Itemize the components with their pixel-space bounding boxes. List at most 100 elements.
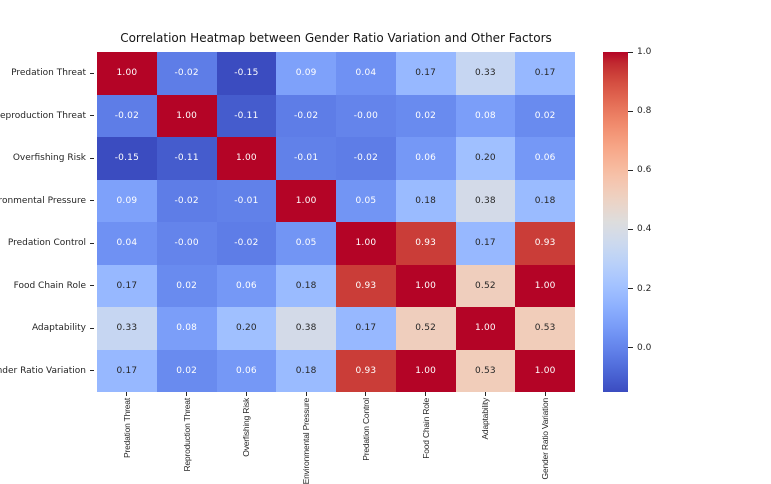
x-tick	[245, 392, 247, 396]
colorbar-tick	[628, 347, 633, 349]
heatmap-cell: 1.00	[336, 222, 396, 265]
heatmap-cell: 0.18	[515, 179, 575, 222]
heatmap-cell: 0.06	[515, 137, 575, 180]
colorbar-tick-label: 0.6	[637, 165, 652, 176]
y-axis-label: Predation Threat	[11, 68, 86, 78]
heatmap-cell: 0.33	[97, 307, 157, 350]
heatmap-cell: 0.93	[336, 264, 396, 307]
heatmap-cell: 0.02	[156, 349, 217, 392]
y-tick	[90, 115, 94, 117]
heatmap-cell: 1.00	[97, 52, 157, 95]
heatmap-cell: 0.17	[97, 264, 157, 307]
heatmap-cell: -0.02	[216, 222, 277, 265]
x-axis-label: Reproduction Threat	[181, 398, 192, 472]
heatmap-cell: 0.18	[276, 349, 336, 392]
heatmap-cell: 0.17	[336, 307, 396, 350]
heatmap-cell: 0.52	[455, 264, 516, 307]
colorbar-tick	[628, 288, 633, 290]
x-tick	[305, 392, 307, 396]
heatmap-cell: 0.38	[455, 179, 516, 222]
colorbar-tick	[628, 110, 633, 112]
heatmap-cell: 0.02	[515, 94, 575, 137]
y-axis-label: Environmental Pressure	[0, 195, 86, 206]
colorbar-tick	[628, 51, 633, 53]
heatmap-cell: 0.52	[395, 307, 456, 350]
heatmap-cell: 0.53	[455, 349, 516, 392]
y-axis-label: Overfishing Risk	[12, 153, 86, 163]
heatmap-cell: -0.02	[156, 179, 217, 222]
heatmap-cell: 0.18	[276, 264, 336, 307]
heatmap-cell: 1.00	[515, 264, 575, 307]
heatmap-cell: 1.00	[515, 349, 575, 392]
heatmap-cell: 0.93	[515, 222, 575, 265]
heatmap-cell: -0.02	[276, 94, 336, 137]
y-tick	[90, 200, 94, 202]
colorbar-tick-label: 1.0	[637, 47, 652, 57]
colorbar-tick	[628, 169, 633, 171]
heatmap-cell: 0.08	[455, 94, 516, 137]
heatmap-cell: 0.06	[395, 137, 456, 180]
heatmap-cell: -0.00	[336, 94, 396, 137]
colorbar	[603, 52, 628, 392]
heatmap-cell: 0.18	[395, 179, 456, 222]
heatmap-cell: 0.02	[156, 264, 217, 307]
heatmap-cell: 0.09	[276, 52, 336, 95]
y-tick	[90, 285, 94, 287]
heatmap-cell: 1.00	[216, 137, 277, 180]
x-axis-label: Environmental Pressure	[301, 398, 312, 484]
x-axis-label: Overfishing Risk	[241, 398, 252, 457]
heatmap-cell: 0.17	[395, 52, 456, 95]
heatmap-cell: 0.04	[336, 52, 396, 95]
correlation-heatmap-figure: Correlation Heatmap between Gender Ratio…	[0, 31, 652, 484]
y-axis-label: Food Chain Role	[13, 280, 86, 291]
y-tick	[90, 157, 94, 159]
heatmap-cell: -0.11	[156, 137, 217, 180]
y-axis-label: Predation Control	[7, 238, 86, 248]
x-tick	[425, 392, 427, 396]
x-axis-label: Predation Threat	[121, 398, 132, 458]
heatmap-cell: 0.17	[97, 349, 157, 392]
heatmap-cell: 0.17	[515, 52, 575, 95]
heatmap-cell: 1.00	[395, 349, 456, 392]
colorbar-tick-label: 0.2	[637, 283, 652, 294]
heatmap-cell: 0.05	[336, 179, 396, 222]
heatmap-cell: -0.01	[216, 179, 277, 222]
heatmap-cell: 0.38	[276, 307, 336, 350]
heatmap-cell: -0.11	[216, 94, 277, 137]
y-tick	[90, 72, 94, 74]
heatmap-cell: 0.02	[395, 94, 456, 137]
heatmap-cell: 0.08	[156, 307, 217, 350]
heatmap-cell: 0.06	[216, 264, 277, 307]
colorbar-tick-label: 0.0	[637, 342, 652, 353]
heatmap-cell: 1.00	[455, 307, 516, 350]
x-axis-label: Food Chain Role	[420, 398, 431, 459]
heatmap-cell: 0.04	[97, 222, 157, 265]
y-axis-label: Gender Ratio Variation	[0, 365, 86, 376]
y-axis-label: Reproduction Threat	[0, 110, 86, 121]
x-axis-label: Predation Control	[360, 398, 371, 461]
heatmap-cell: 0.33	[455, 52, 516, 95]
x-axis-label: Adaptability	[480, 398, 491, 440]
heatmap-cell: -0.02	[336, 137, 396, 180]
heatmap-cell: 0.05	[276, 222, 336, 265]
colorbar-tick-label: 0.4	[637, 224, 652, 235]
x-tick	[365, 392, 367, 396]
heatmap-cell: 0.17	[455, 222, 516, 265]
x-axis-label: Gender Ratio Variation	[540, 398, 551, 480]
heatmap-cell: 0.20	[216, 307, 277, 350]
x-tick	[544, 392, 546, 396]
chart-title: Correlation Heatmap between Gender Ratio…	[120, 31, 552, 45]
heatmap-cell: 0.20	[455, 137, 516, 180]
heatmap-cell: 0.09	[97, 179, 157, 222]
x-tick	[484, 392, 486, 396]
heatmap-cell: -0.00	[156, 222, 217, 265]
heatmap-cell: 1.00	[395, 264, 456, 307]
heatmap-cell: -0.15	[97, 137, 157, 180]
colorbar-tick	[628, 228, 633, 230]
heatmap-cell: 0.93	[395, 222, 456, 265]
heatmap-cell: -0.01	[276, 137, 336, 180]
heatmap-cell: 0.93	[336, 349, 396, 392]
y-axis-label: Adaptability	[31, 323, 86, 333]
y-tick	[90, 370, 94, 372]
heatmap-cell: 0.53	[515, 307, 575, 350]
